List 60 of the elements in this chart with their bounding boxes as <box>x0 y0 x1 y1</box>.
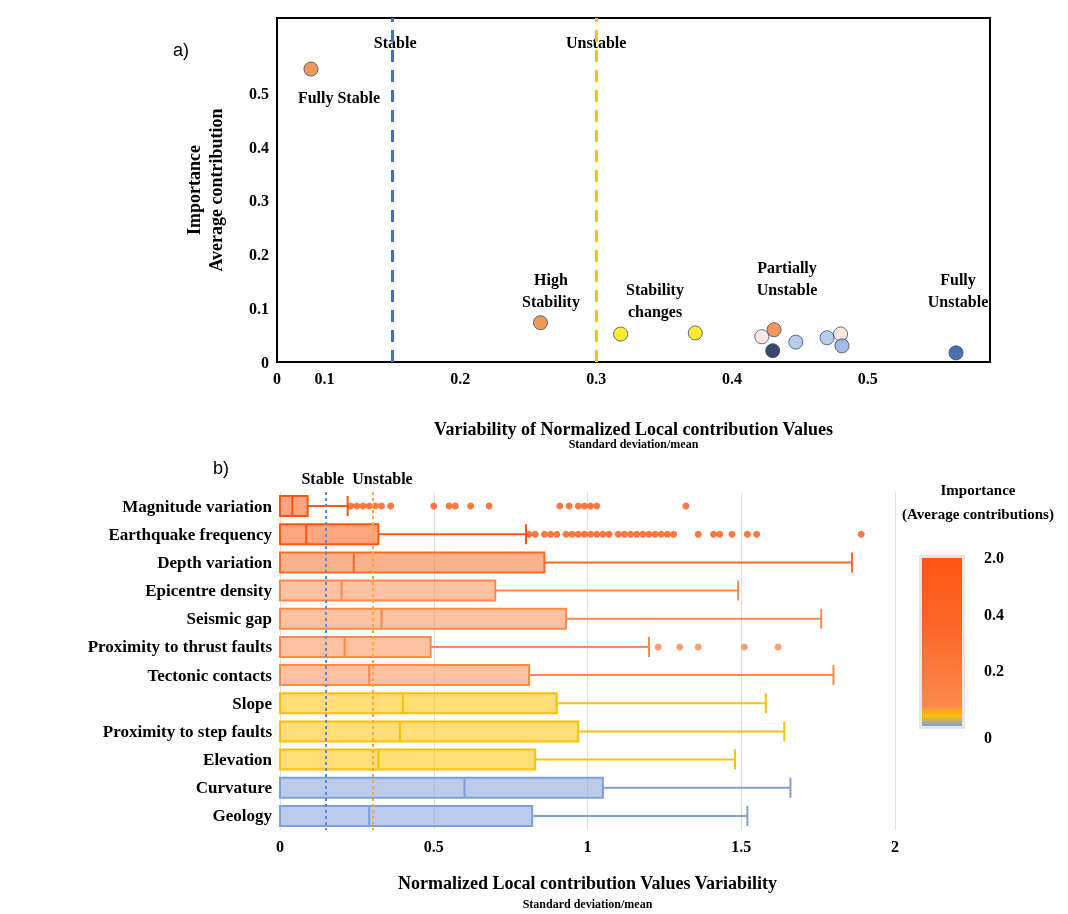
text: 2.0 <box>984 549 1004 567</box>
point <box>613 326 629 342</box>
text: Importance (Average contributions) <box>901 481 1055 524</box>
annotation: Partially Unstable <box>756 258 818 298</box>
point <box>819 330 835 346</box>
x-tick-label: 0.1 <box>314 369 335 387</box>
ref-line-label: Stable <box>301 469 345 487</box>
point <box>788 334 804 350</box>
annotation: Fully Stable <box>297 88 381 107</box>
annotation: High Stability <box>522 270 580 311</box>
point <box>687 325 703 341</box>
annotation: Fully Unstable <box>927 270 989 310</box>
text: 0.2 <box>984 662 1004 681</box>
y-tick-label: Tectonic contacts <box>147 665 273 685</box>
x-tick-label: 0.5 <box>423 837 444 855</box>
x-axis-title: Normalized Local contribution Values Variability <box>397 873 778 893</box>
y-tick-label: 0.1 <box>249 299 269 317</box>
y-tick-label: Earthquake frequency <box>108 524 273 544</box>
point <box>834 338 850 354</box>
x-tick-label: 0.5 <box>857 369 878 387</box>
y-tick-label: Elevation <box>203 750 273 770</box>
annotation: Stability changes <box>626 280 684 321</box>
ref-line-label: Unstable <box>565 33 627 51</box>
y-tick-label: 0.5 <box>249 84 269 102</box>
point <box>765 343 781 359</box>
y-tick-label: 0 <box>261 353 269 371</box>
x-tick-label: 1 <box>583 837 592 855</box>
y-tick-label: Seismic gap <box>186 609 272 629</box>
text: 0 <box>984 729 992 747</box>
point <box>303 61 319 77</box>
y-tick-label: Depth variation <box>157 552 273 572</box>
y-tick-label: 0.4 <box>249 138 269 156</box>
point <box>766 322 782 338</box>
point <box>754 329 770 345</box>
x-tick-label: 0.3 <box>586 369 607 387</box>
text: Standard deviation/mean <box>522 897 653 911</box>
text: Standard deviation/mean <box>568 437 699 451</box>
x-tick-label: 0.4 <box>721 369 742 387</box>
x-tick-label: 0.2 <box>450 369 471 387</box>
y-tick-label: Slope <box>232 693 273 713</box>
chart-title: b) <box>213 458 230 478</box>
point <box>532 315 548 331</box>
x-tick-label: 1.5 <box>731 837 752 855</box>
y-tick-label: Proximity to thrust faults <box>87 637 273 657</box>
y-tick-label: Proximity to step faults <box>102 721 273 741</box>
ref-line-label: Unstable <box>352 469 413 487</box>
y-tick-label: Curvature <box>195 778 273 798</box>
x-tick-label: 0 <box>276 837 284 855</box>
x-axis-title: Variability of Normalized Local contribution Values <box>434 419 833 439</box>
text: a) <box>173 40 190 60</box>
y-tick-label: Geology <box>212 806 273 826</box>
y-tick-label: Magnitude variation <box>122 496 273 516</box>
y-tick-label: 0.2 <box>249 246 269 263</box>
x-tick-label: 2 <box>891 837 899 855</box>
y-tick-label: 0.3 <box>249 192 269 210</box>
y-tick-label: Epicentre density <box>145 581 273 601</box>
point <box>948 345 964 361</box>
ref-line-label: Stable <box>373 33 417 51</box>
y-axis-title: Importance Average contribution <box>184 108 226 272</box>
text: 0.4 <box>984 605 1004 624</box>
